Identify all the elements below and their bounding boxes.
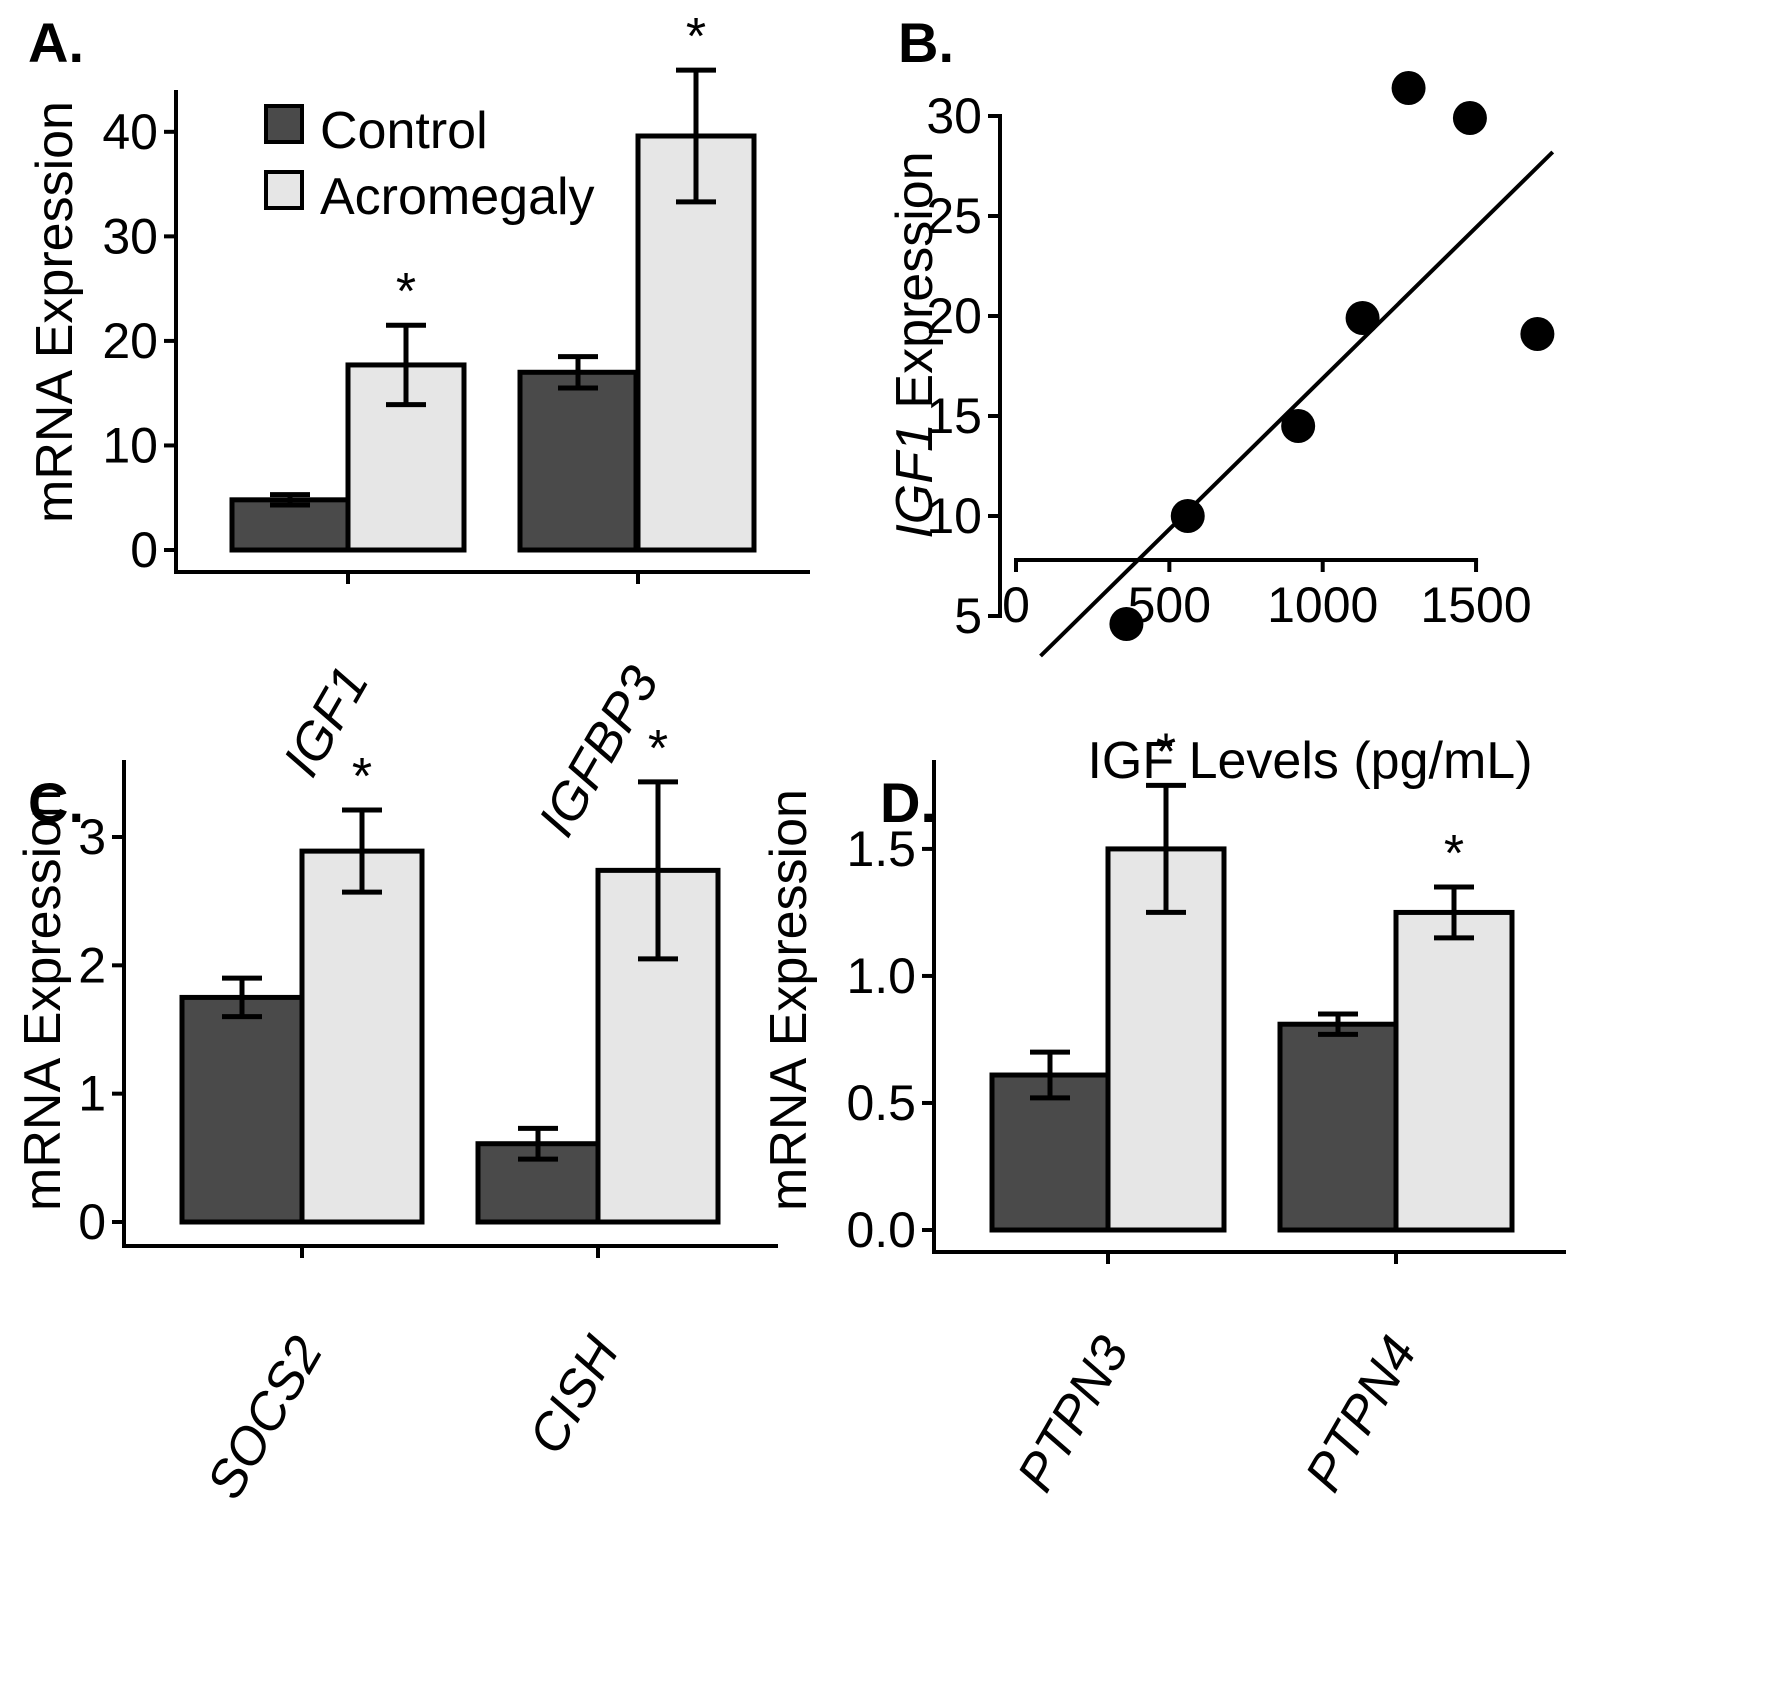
panel-b-data-point — [1452, 101, 1487, 135]
panel-c-error-bar-socs2-acromegaly — [342, 807, 382, 895]
panel-c-y-tick-label: 0 — [78, 1194, 106, 1250]
panel-b-y-tick-label: 25 — [926, 188, 982, 244]
panel-d-label: D. — [880, 771, 936, 834]
panel-d-bars: ** — [989, 723, 1515, 1233]
panel-a-error-bar-igf1-acromegaly — [386, 322, 426, 408]
panel-b-marks — [1039, 71, 1555, 658]
panel-d-error-bar-ptpn4-control — [1318, 1011, 1358, 1037]
panel-d-y-tick-label: 1.0 — [846, 948, 916, 1004]
panel-c-error-bar-socs2-control — [222, 975, 262, 1020]
panel-b-y-tick-label: 5 — [954, 588, 982, 644]
panel-a-y-tick-label: 30 — [102, 208, 158, 264]
legend-label-control: Control — [320, 102, 488, 160]
panel-c-y-tick-label: 2 — [78, 937, 106, 993]
panel-a-error-bar-igfbp3-control — [558, 354, 598, 391]
panel-a-bars: ** — [229, 8, 757, 553]
panel-c-y-tick-label: 3 — [78, 809, 106, 865]
panel-b-y-tick-label: 20 — [926, 288, 982, 344]
panel-c-label: C. — [28, 771, 84, 834]
y-axis-title-suffix: Expression — [886, 151, 944, 423]
panel-a-error-bar-igfbp3-acromegaly — [676, 67, 716, 205]
panel-d-y-tick-label: 0.0 — [846, 1202, 916, 1258]
panel-b-y-tick-label: 15 — [926, 388, 982, 444]
legend: Control Acromegaly — [264, 102, 595, 226]
panel-d-significance-ptpn4: * — [1444, 825, 1464, 883]
panel-b-x-tick-label: 1500 — [1420, 577, 1531, 633]
panel-b-data-point — [1170, 499, 1205, 533]
panel-a-significance-igf1: * — [396, 263, 416, 321]
panel-c-bar-socs2-control — [179, 994, 305, 1225]
panel-d-error-bar-ptpn4-acromegaly — [1434, 884, 1474, 941]
panel-b-data-point — [1109, 607, 1144, 641]
panel-a-bar-igf1-acromegaly — [345, 362, 467, 553]
panel-a-y-tick-label: 40 — [102, 104, 158, 160]
panel-d-category-label: PTPN3 — [1006, 1327, 1140, 1501]
panel-b-y-axis-title: IGF1 Expression — [886, 151, 944, 538]
panel-a-error-bar-igf1-control — [270, 492, 310, 508]
panel-a-y-tick-label: 10 — [102, 417, 158, 473]
panel-c-y-axis-title: mRNA Expression — [14, 789, 72, 1211]
panel-b-x-axis-title: IGF Levels (pg/mL) — [1087, 732, 1532, 790]
legend-swatch-acromegaly — [264, 170, 304, 210]
panel-d-y-tick-label: 0.5 — [846, 1075, 916, 1131]
panel-b-x-tick-label: 1000 — [1267, 577, 1378, 633]
panel-a-y-tick-label: 20 — [102, 313, 158, 369]
panel-b-x-tick-label: 0 — [1002, 577, 1030, 633]
panel-d: D. 0.0 0.5 1.0 1.5 mRNA Expression PTPN3 PTPN4… — [760, 723, 1566, 1501]
panel-a-bar-igfbp3-control — [517, 369, 639, 553]
panel-d-category-label: PTPN4 — [1294, 1327, 1428, 1501]
legend-label-acromegaly: Acromegaly — [320, 168, 595, 226]
panel-a-y-tick-label: 0 — [130, 522, 158, 578]
panel-a-bar-igfbp3-acromegaly — [635, 133, 757, 553]
panel-b-data-point — [1345, 301, 1380, 335]
panel-d-y-axis-title: mRNA Expression — [760, 789, 818, 1211]
panel-c-significance-cish: * — [648, 720, 668, 778]
panel-c-bar-socs2-acromegaly — [299, 848, 425, 1225]
legend-swatch-control — [264, 104, 304, 144]
panel-b-y-tick-label: 10 — [926, 488, 982, 544]
panel-d-bar-ptpn4-acromegaly — [1393, 909, 1515, 1233]
y-axis-title-gene: IGF1 — [886, 423, 944, 539]
panel-b-label: B. — [898, 11, 954, 74]
panel-d-error-bar-ptpn3-control — [1030, 1049, 1070, 1101]
panel-b-data-point — [1281, 409, 1316, 443]
panel-d-error-bar-ptpn3-acromegaly — [1146, 782, 1186, 915]
panel-a-label: A. — [28, 11, 84, 74]
panel-d-bar-ptpn4-control — [1277, 1021, 1399, 1233]
panel-c-category-label: SOCS2 — [196, 1327, 334, 1509]
panel-c-error-bar-cish-control — [518, 1125, 558, 1162]
panel-a-y-axis-title: mRNA Expression — [26, 101, 84, 523]
panel-c-category-label: CISH — [518, 1327, 631, 1464]
panel-b-y-tick-label: 30 — [926, 88, 982, 144]
panel-b-data-point — [1520, 317, 1555, 351]
panel-c-y-tick-label: 1 — [78, 1066, 106, 1122]
panel-d-y-tick-label: 1.5 — [846, 821, 916, 877]
panel-a-significance-igfbp3: * — [686, 8, 706, 66]
panel-c-significance-socs2: * — [352, 748, 372, 806]
panel-b-fit-line — [1039, 150, 1555, 658]
panel-d-significance-ptpn3: * — [1156, 723, 1176, 781]
panel-c-bars: * * — [179, 720, 721, 1225]
panel-b-data-point — [1391, 71, 1426, 105]
panel-c-error-bar-cish-acromegaly — [638, 779, 678, 962]
